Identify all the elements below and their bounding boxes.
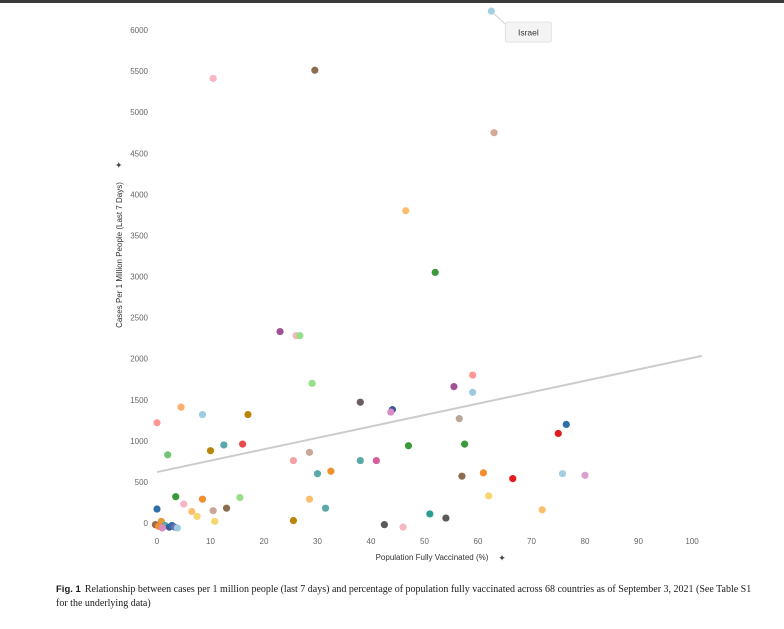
x-tick-label: 10: [206, 537, 215, 546]
y-tick-label: 4000: [130, 190, 148, 199]
data-point[interactable]: [356, 456, 364, 465]
data-point[interactable]: [239, 440, 247, 448]
data-point[interactable]: [311, 66, 319, 74]
data-point[interactable]: [399, 523, 407, 531]
data-point[interactable]: [173, 524, 181, 532]
data-point[interactable]: [490, 129, 498, 137]
data-point[interactable]: [188, 507, 196, 516]
data-point[interactable]: [198, 410, 207, 419]
data-point[interactable]: [387, 408, 395, 416]
data-point[interactable]: [305, 448, 314, 456]
y-tick-label: 5500: [130, 67, 148, 76]
data-point[interactable]: [209, 507, 217, 515]
data-point[interactable]: [442, 514, 450, 522]
data-point[interactable]: [558, 470, 567, 478]
data-point[interactable]: [487, 7, 495, 15]
y-tick-label: 3000: [130, 273, 148, 282]
data-point[interactable]: [289, 456, 298, 465]
data-point[interactable]: [327, 467, 335, 475]
data-point[interactable]: [554, 429, 562, 438]
data-point[interactable]: [153, 505, 161, 513]
data-point[interactable]: [356, 398, 364, 406]
y-axis-title: Cases Per 1 Million People (Last 7 Days): [115, 182, 124, 328]
data-point[interactable]: [426, 510, 434, 518]
data-point[interactable]: [509, 475, 517, 483]
y-tick-label: 2500: [130, 314, 148, 323]
data-point[interactable]: [538, 506, 546, 514]
y-tick-label: 1000: [130, 437, 148, 446]
x-tick-label: 30: [313, 537, 322, 546]
data-point[interactable]: [305, 495, 314, 503]
trend-line: [156, 354, 703, 474]
data-point[interactable]: [469, 371, 477, 379]
x-axis-title: Population Fully Vaccinated (%): [376, 553, 489, 562]
data-point[interactable]: [581, 471, 589, 479]
x-tick-label: 90: [634, 537, 643, 546]
data-point[interactable]: [380, 521, 388, 529]
data-point[interactable]: [455, 415, 463, 423]
y-tick-label: 3500: [130, 231, 148, 240]
data-point[interactable]: [461, 440, 469, 448]
top-border: [0, 0, 784, 3]
x-tick-label: 100: [685, 537, 699, 546]
data-point[interactable]: [206, 447, 215, 455]
data-point[interactable]: [296, 332, 304, 340]
data-point[interactable]: [211, 517, 219, 525]
data-point[interactable]: [289, 516, 298, 525]
x-axis-pin-icon[interactable]: ✦: [498, 554, 506, 564]
annotation-box: [504, 21, 552, 43]
x-tick-label: 20: [260, 537, 269, 546]
y-tick-label: 4500: [130, 149, 148, 158]
annotation-label: Israel: [518, 28, 539, 38]
data-point[interactable]: [244, 410, 252, 419]
x-tick-label: 70: [527, 537, 536, 546]
scatter-chart: 0500100015002000250030003500400045005000…: [115, 7, 703, 564]
data-point[interactable]: [198, 495, 207, 503]
x-tick-label: 80: [581, 537, 590, 546]
data-point[interactable]: [164, 451, 172, 459]
y-tick-label: 6000: [130, 26, 148, 35]
caption-text: Relationship between cases per 1 million…: [56, 584, 752, 609]
data-point[interactable]: [313, 470, 322, 478]
x-tick-label: 50: [420, 537, 429, 546]
data-point[interactable]: [180, 500, 188, 508]
data-point[interactable]: [193, 512, 201, 521]
y-tick-label: 500: [135, 478, 149, 487]
data-point[interactable]: [402, 207, 410, 215]
data-point[interactable]: [431, 268, 439, 276]
y-tick-label: 1500: [130, 396, 148, 405]
figure-caption: Fig. 1 Relationship between cases per 1 m…: [56, 583, 756, 611]
data-point[interactable]: [372, 456, 380, 465]
data-point[interactable]: [153, 419, 161, 427]
data-point[interactable]: [172, 493, 180, 501]
data-point[interactable]: [404, 442, 413, 450]
data-point[interactable]: [209, 74, 217, 83]
data-point[interactable]: [458, 472, 466, 480]
data-point[interactable]: [276, 327, 284, 336]
data-point[interactable]: [321, 504, 330, 512]
y-tick-label: 5000: [130, 108, 148, 117]
data-point[interactable]: [308, 379, 316, 387]
data-point[interactable]: [479, 469, 487, 477]
x-tick-label: 0: [155, 537, 160, 546]
data-point[interactable]: [562, 420, 570, 428]
data-point[interactable]: [450, 383, 458, 391]
data-point[interactable]: [158, 524, 166, 532]
data-point[interactable]: [469, 388, 477, 396]
data-point[interactable]: [236, 493, 244, 502]
y-tick-label: 0: [144, 519, 149, 528]
x-tick-label: 40: [367, 537, 376, 546]
data-point[interactable]: [485, 492, 493, 500]
y-axis-pin-icon[interactable]: ✦: [115, 161, 125, 169]
data-point[interactable]: [177, 403, 185, 411]
figure-label: Fig. 1: [56, 584, 81, 595]
x-tick-label: 60: [474, 537, 483, 546]
data-point[interactable]: [222, 504, 231, 512]
y-tick-label: 2000: [130, 355, 148, 364]
data-point[interactable]: [220, 441, 228, 449]
